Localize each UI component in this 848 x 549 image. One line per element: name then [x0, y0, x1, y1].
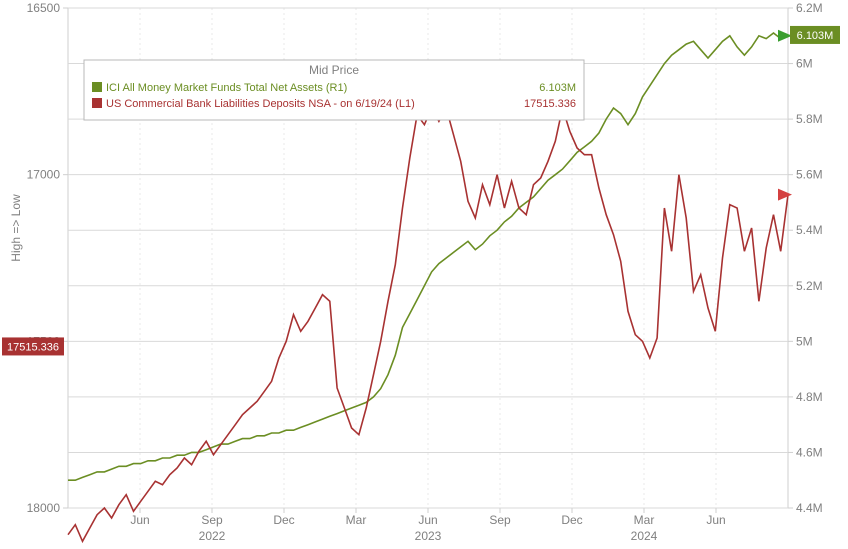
svg-text:Sep: Sep [201, 513, 223, 527]
svg-text:5.6M: 5.6M [796, 168, 823, 182]
svg-text:Jun: Jun [130, 513, 149, 527]
svg-text:16500: 16500 [27, 1, 61, 15]
right-axis-flag: 6.103M [790, 26, 840, 44]
left-axis-title: High => Low [9, 194, 23, 262]
legend-row1-value: 6.103M [539, 82, 576, 94]
svg-text:4.4M: 4.4M [796, 501, 823, 515]
svg-text:Mar: Mar [346, 513, 367, 527]
svg-text:Sep: Sep [489, 513, 511, 527]
legend: Mid Price ICI All Money Market Funds Tota… [84, 60, 584, 120]
svg-text:6.103M: 6.103M [797, 30, 834, 42]
legend-row2-label: US Commercial Bank Liabilities Deposits … [106, 98, 415, 110]
svg-text:4.6M: 4.6M [796, 445, 823, 459]
svg-text:6.2M: 6.2M [796, 1, 823, 15]
legend-row1-label: ICI All Money Market Funds Total Net Ass… [106, 82, 347, 94]
svg-text:4.8M: 4.8M [796, 390, 823, 404]
svg-text:17515.336: 17515.336 [7, 341, 59, 353]
svg-text:High => Low: High => Low [9, 194, 23, 262]
svg-text:5.2M: 5.2M [796, 279, 823, 293]
svg-text:Mar: Mar [634, 513, 655, 527]
svg-text:2022: 2022 [199, 529, 226, 543]
svg-text:5M: 5M [796, 334, 813, 348]
svg-text:6M: 6M [796, 57, 813, 71]
svg-text:18000: 18000 [27, 501, 61, 515]
svg-text:Dec: Dec [561, 513, 582, 527]
left-axis-flag: 17515.336 [2, 337, 64, 355]
svg-text:17000: 17000 [27, 168, 61, 182]
svg-text:5.4M: 5.4M [796, 223, 823, 237]
legend-title: Mid Price [309, 63, 359, 77]
svg-text:2024: 2024 [631, 529, 658, 543]
dual-axis-line-chart: 4.4M 4.6M 4.8M 5M 5.2M 5.4M 5.6M 5.8M 6M 6.2M 1650… [0, 0, 848, 549]
legend-row2-value: 17515.336 [524, 98, 576, 110]
svg-text:Jun: Jun [418, 513, 437, 527]
svg-text:Dec: Dec [273, 513, 294, 527]
svg-text:2023: 2023 [415, 529, 442, 543]
svg-text:5.8M: 5.8M [796, 112, 823, 126]
svg-text:Jun: Jun [706, 513, 725, 527]
